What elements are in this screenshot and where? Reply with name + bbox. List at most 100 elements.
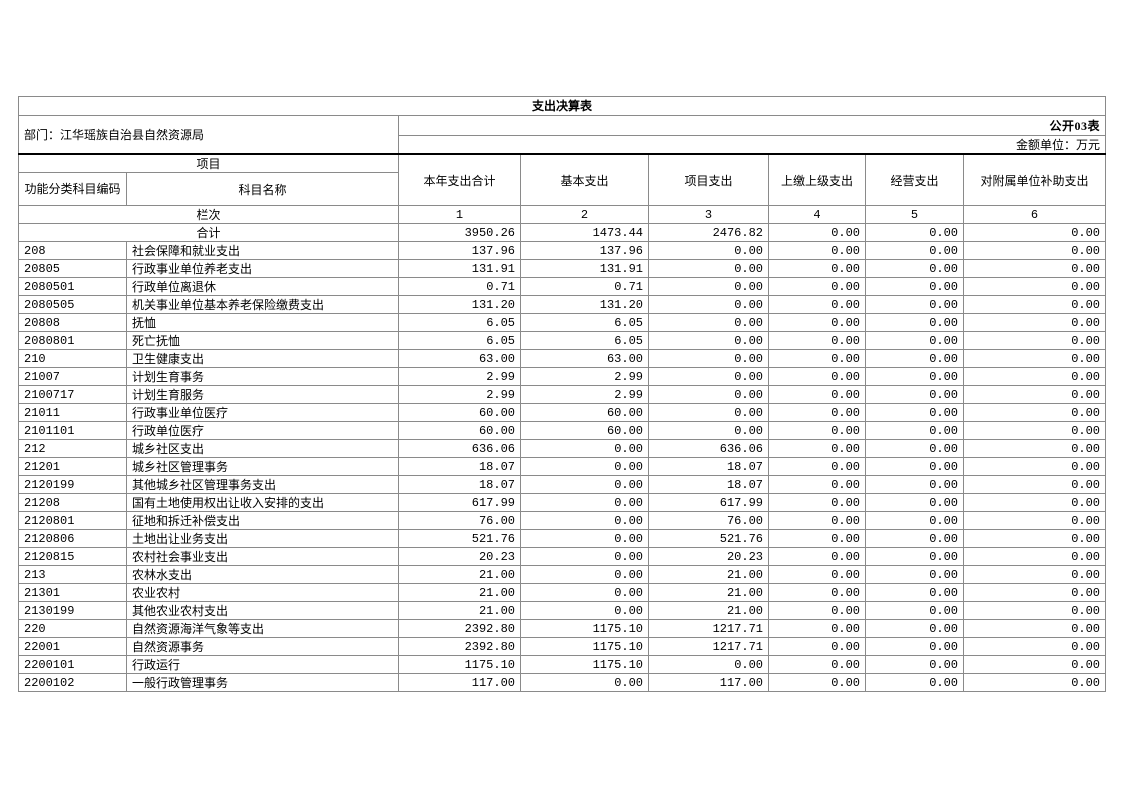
value-cell: 0.00 xyxy=(768,493,866,512)
value-cell: 0.71 xyxy=(520,277,649,296)
subject-code-cell: 22001 xyxy=(18,637,127,656)
value-cell: 0.00 xyxy=(648,655,769,674)
table-row: 2101101 行政单位医疗 60.00 60.00 0.00 0.00 0.0… xyxy=(18,421,1107,440)
value-cell: 0.00 xyxy=(648,349,769,368)
value-cell: 636.06 xyxy=(648,439,769,458)
table-row: 2100717 计划生育服务 2.99 2.99 0.00 0.00 0.00 … xyxy=(18,385,1107,404)
value-cell: 0.00 xyxy=(648,385,769,404)
subject-name-cell: 农业农村 xyxy=(126,583,399,602)
expenditure-table: 支出决算表 部门：江华瑶族自治县自然资源局 公开03表 金额单位：万元 项目 本… xyxy=(17,96,1107,692)
value-cell: 117.00 xyxy=(648,673,769,692)
value-cell: 76.00 xyxy=(398,511,521,530)
value-cell: 636.06 xyxy=(398,439,521,458)
subject-code-cell: 2080505 xyxy=(18,295,127,314)
subject-code-cell: 2101101 xyxy=(18,421,127,440)
table-row: 22001 自然资源事务 2392.80 1175.10 1217.71 0.0… xyxy=(18,637,1107,656)
value-cell: 2.99 xyxy=(520,385,649,404)
value-cell: 6.05 xyxy=(520,331,649,350)
total-value-cell: 2476.82 xyxy=(648,223,769,242)
subject-name-cell: 征地和拆迁补偿支出 xyxy=(126,511,399,530)
table-row: 21007 计划生育事务 2.99 2.99 0.00 0.00 0.00 0.… xyxy=(18,367,1107,386)
value-cell: 0.00 xyxy=(768,583,866,602)
value-cell: 0.00 xyxy=(962,277,1107,296)
table-row: 2080501 行政单位离退休 0.71 0.71 0.00 0.00 0.00… xyxy=(18,277,1107,296)
value-cell: 0.00 xyxy=(865,475,964,494)
value-cell: 0.00 xyxy=(768,385,866,404)
value-cell: 0.00 xyxy=(962,295,1107,314)
value-cell: 21.00 xyxy=(648,565,769,584)
value-cell: 0.00 xyxy=(768,259,866,278)
table-row: 21011 行政事业单位医疗 60.00 60.00 0.00 0.00 0.0… xyxy=(18,403,1107,422)
value-cell: 0.00 xyxy=(768,637,866,656)
subject-name-cell: 其他农业农村支出 xyxy=(126,601,399,620)
value-cell: 0.00 xyxy=(520,439,649,458)
table-row: 21201 城乡社区管理事务 18.07 0.00 18.07 0.00 0.0… xyxy=(18,457,1107,476)
value-cell: 0.00 xyxy=(962,385,1107,404)
value-cell: 0.00 xyxy=(768,619,866,638)
value-cell: 521.76 xyxy=(648,529,769,548)
value-cell: 0.00 xyxy=(768,439,866,458)
subject-name-cell: 死亡抚恤 xyxy=(126,331,399,350)
table-row: 2120806 土地出让业务支出 521.76 0.00 521.76 0.00… xyxy=(18,529,1107,548)
value-cell: 0.00 xyxy=(768,475,866,494)
project-header: 项目 xyxy=(18,153,399,173)
value-cell: 60.00 xyxy=(520,403,649,422)
subject-name-cell: 农村社会事业支出 xyxy=(126,547,399,566)
value-cell: 0.00 xyxy=(865,601,964,620)
value-cell: 0.00 xyxy=(648,331,769,350)
value-cell: 0.00 xyxy=(962,529,1107,548)
value-cell: 0.00 xyxy=(768,277,866,296)
column-header-subsidy: 对附属单位补助支出 xyxy=(962,153,1107,206)
subject-name-column-header: 科目名称 xyxy=(126,172,399,206)
value-cell: 0.00 xyxy=(865,313,964,332)
table-row: 212 城乡社区支出 636.06 0.00 636.06 0.00 0.00 … xyxy=(18,439,1107,458)
value-cell: 131.20 xyxy=(398,295,521,314)
value-cell: 2.99 xyxy=(398,385,521,404)
table-row: 2200102 一般行政管理事务 117.00 0.00 117.00 0.00… xyxy=(18,673,1107,692)
value-cell: 0.00 xyxy=(962,493,1107,512)
value-cell: 521.76 xyxy=(398,529,521,548)
value-cell: 2392.80 xyxy=(398,637,521,656)
value-cell: 0.00 xyxy=(865,403,964,422)
value-cell: 21.00 xyxy=(398,565,521,584)
value-cell: 0.00 xyxy=(648,295,769,314)
table-row: 21301 农业农村 21.00 0.00 21.00 0.00 0.00 0.… xyxy=(18,583,1107,602)
department-label: 部门：江华瑶族自治县自然资源局 xyxy=(18,115,399,155)
value-cell: 137.96 xyxy=(520,241,649,260)
table-row: 20805 行政事业单位养老支出 131.91 131.91 0.00 0.00… xyxy=(18,259,1107,278)
value-cell: 0.00 xyxy=(865,655,964,674)
subject-code-cell: 21301 xyxy=(18,583,127,602)
value-cell: 0.00 xyxy=(768,403,866,422)
value-cell: 0.00 xyxy=(865,295,964,314)
value-cell: 0.00 xyxy=(865,583,964,602)
sheet-label-row: 部门：江华瑶族自治县自然资源局 公开03表 xyxy=(18,115,1107,155)
subject-code-cell: 2080801 xyxy=(18,331,127,350)
subject-code-cell: 210 xyxy=(18,349,127,368)
value-cell: 21.00 xyxy=(648,583,769,602)
subject-name-cell: 行政单位医疗 xyxy=(126,421,399,440)
subject-code-cell: 2200102 xyxy=(18,673,127,692)
value-cell: 21.00 xyxy=(398,601,521,620)
table-row: 2200101 行政运行 1175.10 1175.10 0.00 0.00 0… xyxy=(18,655,1107,674)
value-cell: 0.00 xyxy=(648,421,769,440)
total-value-cell: 3950.26 xyxy=(398,223,521,242)
value-cell: 0.00 xyxy=(648,403,769,422)
value-cell: 6.05 xyxy=(520,313,649,332)
column-header-operating: 经营支出 xyxy=(865,153,964,206)
value-cell: 0.00 xyxy=(962,331,1107,350)
value-cell: 137.96 xyxy=(398,241,521,260)
subject-code-cell: 2120801 xyxy=(18,511,127,530)
value-cell: 0.00 xyxy=(865,673,964,692)
subject-name-cell: 自然资源事务 xyxy=(126,637,399,656)
subject-header-row: 功能分类科目编码 科目名称 xyxy=(18,172,1106,206)
value-cell: 0.00 xyxy=(865,241,964,260)
value-cell: 0.00 xyxy=(520,529,649,548)
value-cell: 0.00 xyxy=(520,475,649,494)
subject-code-cell: 213 xyxy=(18,565,127,584)
table-row: 2130199 其他农业农村支出 21.00 0.00 21.00 0.00 0… xyxy=(18,601,1107,620)
value-cell: 131.91 xyxy=(398,259,521,278)
value-cell: 0.00 xyxy=(768,457,866,476)
value-cell: 131.91 xyxy=(520,259,649,278)
subject-code-cell: 21011 xyxy=(18,403,127,422)
table-row: 208 社会保障和就业支出 137.96 137.96 0.00 0.00 0.… xyxy=(18,241,1107,260)
